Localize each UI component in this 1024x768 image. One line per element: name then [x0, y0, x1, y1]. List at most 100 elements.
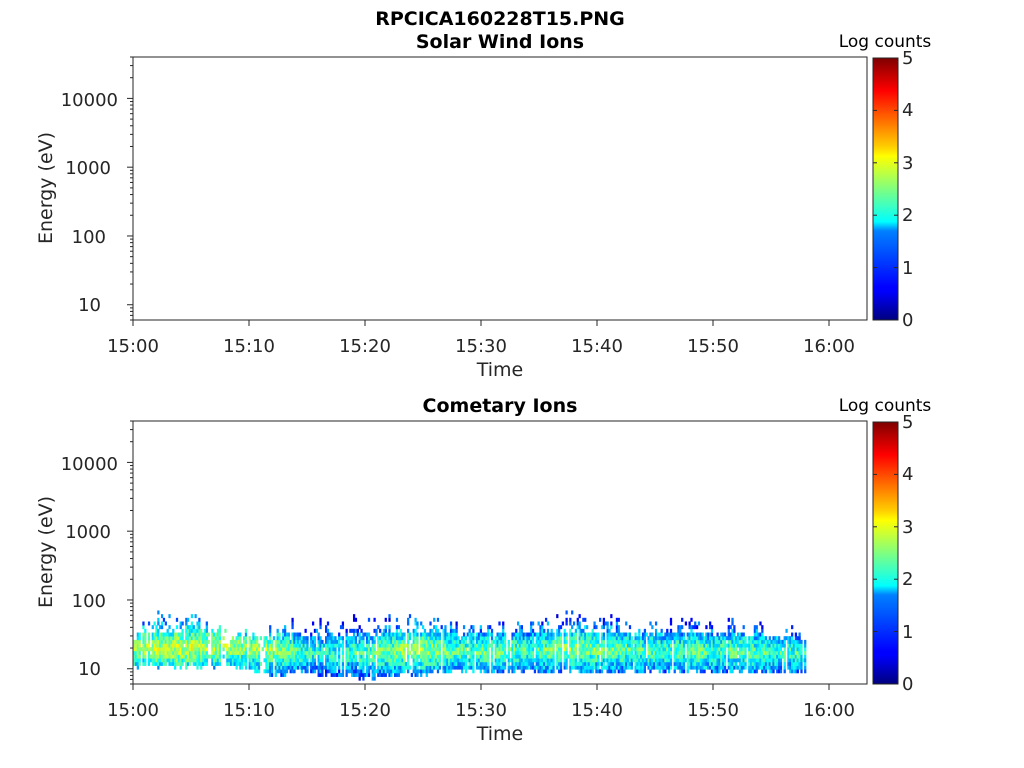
spectrogram-cell	[138, 632, 141, 637]
spectrogram-cell	[718, 639, 721, 644]
spectrogram-cell	[515, 632, 518, 637]
spectrogram-cell	[285, 639, 289, 644]
spectrogram-cell	[701, 658, 704, 663]
spectrogram-cell	[481, 650, 484, 655]
spectrogram-cell	[371, 639, 374, 644]
spectrogram-cell	[427, 636, 430, 641]
spectrogram-cell	[606, 639, 609, 644]
spectrogram-cell	[513, 661, 516, 666]
spectrogram-cell	[530, 665, 533, 670]
spectrogram-cell	[218, 639, 222, 644]
spectrogram-cell	[187, 639, 190, 644]
spectrogram-cell	[690, 617, 693, 622]
spectrogram-cell	[653, 643, 656, 648]
spectrogram-cell	[321, 669, 324, 674]
spectrogram-cell	[615, 658, 619, 663]
spectrogram-cell	[464, 647, 468, 652]
spectrogram-cell	[669, 658, 673, 663]
spectrogram-cell	[397, 647, 400, 652]
spectrogram-cell	[328, 665, 331, 670]
spectrogram-cell	[766, 643, 770, 648]
spectrogram-cell	[147, 621, 151, 626]
spectrogram-cell	[446, 650, 449, 655]
spectrogram-cell	[157, 632, 160, 637]
spectrogram-cell	[582, 632, 585, 637]
spectrogram-cell	[185, 650, 188, 655]
spectrogram-cell	[338, 639, 341, 644]
spectrogram-cell	[181, 636, 184, 641]
spectrogram-cell	[351, 636, 354, 641]
spectrogram-cell	[270, 654, 274, 659]
spectrogram-cell	[198, 625, 201, 630]
spectrogram-cell	[653, 636, 656, 641]
spectrogram-cell	[201, 639, 205, 644]
spectrogram-cell	[531, 632, 535, 637]
spectrogram-cell	[559, 654, 563, 659]
spectrogram-cell	[216, 661, 220, 666]
spectrogram-cell	[181, 643, 184, 648]
spectrogram-cell	[282, 658, 285, 663]
spectrogram-cell	[783, 639, 786, 644]
spectrogram-cell	[416, 621, 419, 626]
spectrogram-cell	[433, 625, 436, 630]
spectrogram-cell	[524, 643, 527, 648]
spectrogram-cell	[490, 643, 494, 648]
spectrogram-cell	[595, 658, 598, 663]
spectrogram-cell	[187, 625, 190, 630]
spectrogram-cell	[407, 617, 410, 622]
spectrogram-cell	[203, 628, 207, 633]
spectrogram-cell	[282, 628, 285, 633]
spectrogram-cell	[218, 647, 222, 652]
spectrogram-cell	[373, 676, 376, 681]
spectrogram-cell	[229, 654, 233, 659]
spectrogram-cell	[285, 636, 289, 641]
spectrogram-cell	[162, 647, 166, 652]
spectrogram-cell	[248, 654, 251, 659]
spectrogram-cell	[733, 661, 736, 666]
spectrogram-cell	[449, 625, 453, 630]
spectrogram-cell	[429, 665, 432, 670]
spectrogram-cell	[310, 647, 313, 652]
spectrogram-cell	[183, 658, 186, 663]
spectrogram-cell	[425, 636, 428, 641]
spectrogram-cell	[352, 628, 356, 633]
spectrogram-cell	[442, 658, 445, 663]
spectrogram-cell	[164, 636, 167, 641]
spectrogram-cell	[791, 639, 794, 644]
spectrogram-cell	[531, 650, 535, 655]
spectrogram-cell	[153, 639, 156, 644]
spectrogram-cell	[776, 643, 779, 648]
spectrogram-cell	[695, 658, 699, 663]
spectrogram-cell	[679, 669, 682, 674]
x-tick-label: 15:50	[687, 700, 739, 721]
spectrogram-cell	[524, 636, 527, 641]
spectrogram-cell	[338, 632, 341, 637]
spectrogram-cell	[630, 665, 633, 670]
spectrogram-cell	[727, 647, 730, 652]
spectrogram-cell	[416, 665, 419, 670]
spectrogram-cell	[777, 665, 781, 670]
spectrogram-cell	[628, 625, 632, 630]
spectrogram-cell	[470, 636, 473, 641]
spectrogram-cell	[448, 647, 451, 652]
spectrogram-cell	[552, 632, 555, 637]
spectrogram-cell	[796, 643, 799, 648]
spectrogram-cell	[569, 669, 572, 674]
spectrogram-cell	[606, 621, 609, 626]
spectrogram-cell	[423, 650, 427, 655]
spectrogram-cell	[675, 643, 678, 648]
spectrogram-cell	[733, 632, 736, 637]
spectrogram-cell	[679, 650, 682, 655]
spectrogram-cell	[600, 636, 604, 641]
spectrogram-cell	[215, 647, 218, 652]
spectrogram-cell	[300, 636, 304, 641]
spectrogram-cell	[709, 654, 712, 659]
spectrogram-cell	[468, 647, 471, 652]
spectrogram-cell	[425, 639, 428, 644]
spectrogram-cell	[537, 632, 540, 637]
spectrogram-cell	[766, 661, 770, 666]
spectrogram-cell	[317, 632, 320, 637]
spectrogram-cell	[479, 669, 482, 674]
spectrogram-cell	[265, 654, 268, 659]
spectrogram-cell	[421, 650, 425, 655]
